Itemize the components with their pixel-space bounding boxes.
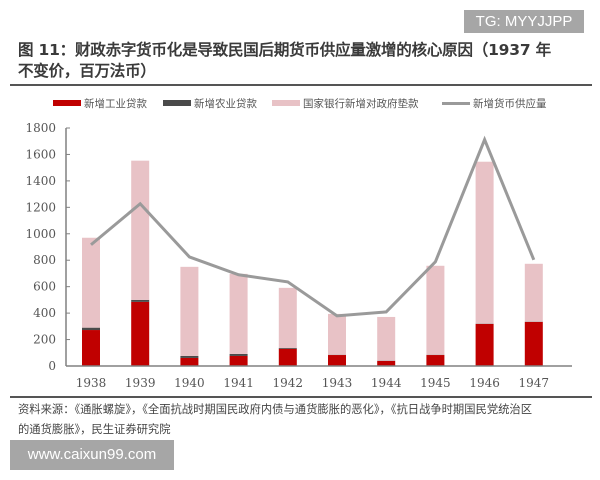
x-tick-label: 1942 <box>273 376 304 390</box>
bar-segment <box>180 355 199 358</box>
bar-segment <box>426 355 445 366</box>
bar-segment <box>524 263 543 322</box>
x-tick-label: 1938 <box>76 376 107 390</box>
bar-segment <box>131 301 150 366</box>
chart-legend: 新增工业贷款 新增农业贷款 国家银行新增对政府垫款 新增货币供应量 <box>0 94 600 112</box>
x-axis: 1938 1939 1940 1941 1942 1943 1944 1945 1946 1947 <box>66 365 572 390</box>
bar-segment <box>377 316 396 361</box>
legend-item-agricultural-loans: 新增农业贷款 <box>163 94 257 112</box>
legend-label: 新增工业贷款 <box>84 97 147 110</box>
watermark-tg: TG: MYYJJPP <box>464 10 584 33</box>
y-tick-label: 1000 <box>25 227 56 241</box>
bar-segment <box>475 323 494 366</box>
bar-segment <box>278 348 297 349</box>
legend-label: 新增货币供应量 <box>473 97 547 110</box>
x-tick-label: 1947 <box>519 376 550 390</box>
bar-segment <box>131 160 150 300</box>
bar-segment <box>328 355 346 366</box>
source-note: 资料来源：《通胀螺旋》，《全面抗战时期国民政府内债与通货膨胀的恶化》，《抗日战争… <box>18 400 593 440</box>
legend-label: 新增农业贷款 <box>194 97 257 110</box>
bar-segment <box>524 321 543 366</box>
bar-segment <box>328 313 346 355</box>
bar-segment <box>180 357 199 366</box>
x-tick-label: 1943 <box>322 376 353 390</box>
bar-segment <box>131 299 150 302</box>
y-axis: 0 200 400 600 800 1000 1200 1400 1600 1800 <box>25 121 70 373</box>
bar-segment <box>377 360 396 366</box>
y-tick-label: 1400 <box>25 174 56 188</box>
source-line-2: 的通货膨胀》，民生证券研究院 <box>18 423 171 436</box>
bar-segment <box>82 237 100 328</box>
money-supply-polyline <box>90 135 536 318</box>
legend-item-industrial-loans: 新增工业贷款 <box>53 94 147 112</box>
figure-title: 图 11：财政赤字货币化是导致民国后期货币供应量激增的核心原因（1937 年 不… <box>18 40 588 82</box>
source-line-1: 资料来源：《通胀螺旋》，《全面抗战时期国民政府内债与通货膨胀的恶化》，《抗日战争… <box>18 403 533 416</box>
bar-segment <box>229 273 248 354</box>
x-tick-label: 1941 <box>223 376 254 390</box>
legend-swatch-gov-advances <box>272 100 300 106</box>
x-tick-label: 1946 <box>469 376 500 390</box>
y-tick-label: 600 <box>33 280 56 294</box>
y-tick-label: 400 <box>33 306 56 320</box>
legend-item-gov-advances: 国家银行新增对政府垫款 <box>272 94 419 112</box>
y-tick-label: 1200 <box>25 200 56 214</box>
x-tick-label: 1939 <box>125 376 156 390</box>
source-rule <box>10 396 592 398</box>
legend-swatch-industrial <box>53 100 81 106</box>
bar-segment <box>426 265 445 355</box>
y-tick-label: 800 <box>33 253 56 267</box>
legend-swatch-agricultural <box>163 100 191 106</box>
x-tick-label: 1940 <box>174 376 205 390</box>
title-line-1: 图 11：财政赤字货币化是导致民国后期货币供应量激增的核心原因（1937 年 <box>18 41 551 59</box>
bar-segment <box>229 353 248 356</box>
bar-segment <box>82 327 100 331</box>
bar-segment <box>229 355 248 366</box>
legend-label: 国家银行新增对政府垫款 <box>303 97 419 110</box>
bar-segment <box>475 161 494 324</box>
x-tick-label: 1945 <box>420 376 451 390</box>
title-line-2: 不变价，百万法币） <box>18 62 156 80</box>
title-rule <box>10 84 592 86</box>
watermark-caixun: www.caixun99.com <box>10 440 174 470</box>
y-tick-label: 1800 <box>25 121 56 135</box>
y-tick-label: 0 <box>48 359 56 373</box>
bars <box>82 160 543 366</box>
legend-swatch-money-supply-line <box>442 101 470 105</box>
money-supply-line <box>90 135 536 318</box>
bar-segment <box>82 330 100 366</box>
x-tick-label: 1944 <box>371 376 402 390</box>
bar-segment <box>278 348 297 366</box>
bar-segment <box>278 287 297 349</box>
y-tick-label: 200 <box>33 333 56 347</box>
y-tick-label: 1600 <box>25 147 56 161</box>
legend-item-money-supply: 新增货币供应量 <box>442 94 547 112</box>
bar-segment <box>180 266 199 356</box>
